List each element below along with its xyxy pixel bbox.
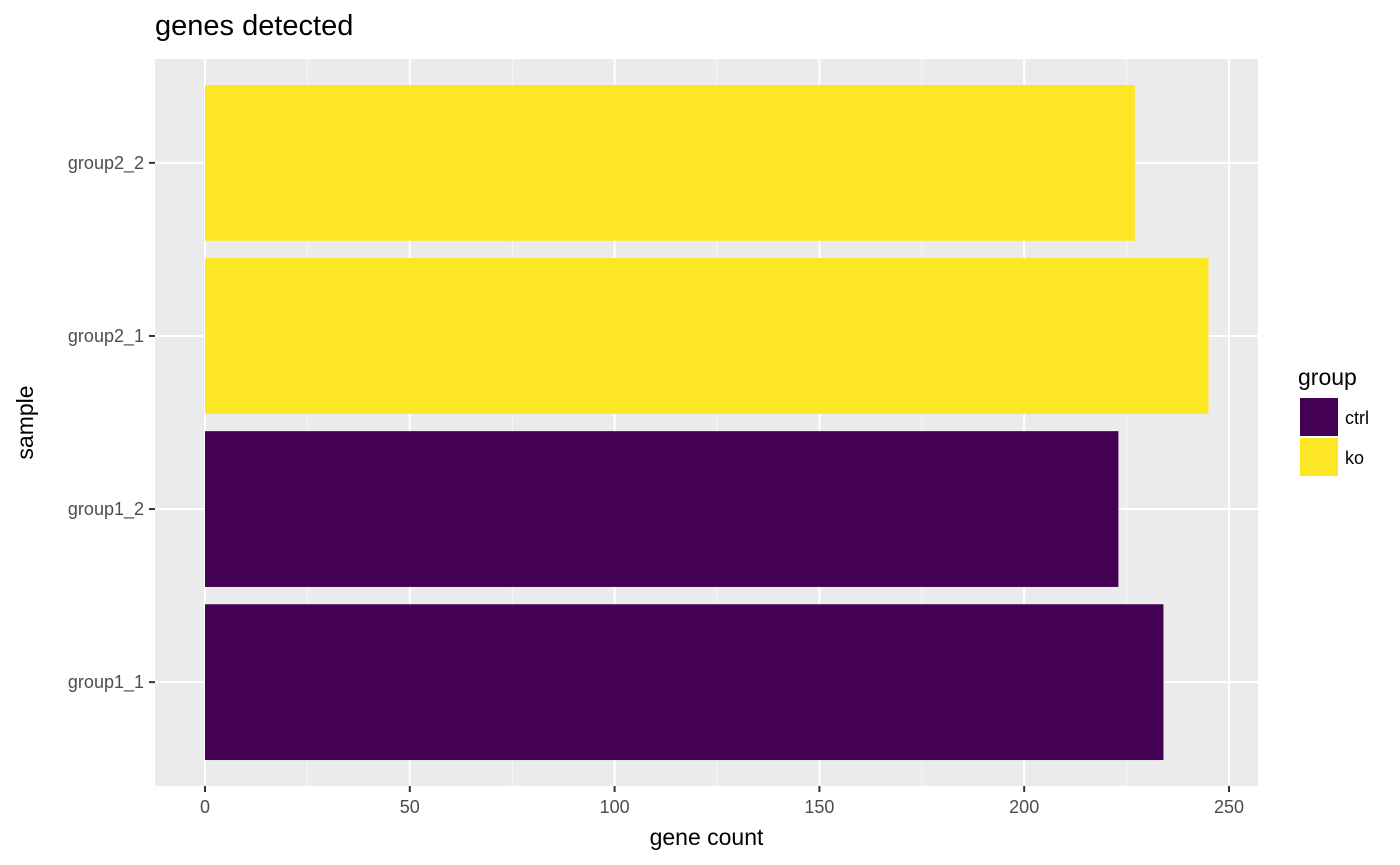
bars [205,84,1209,761]
bar-group1_1 [205,604,1164,761]
bar-group2_2 [205,84,1135,241]
x-tick-label: 250 [1214,797,1244,817]
y-tick-label: group1_2 [68,499,144,520]
legend-title: group [1298,364,1357,390]
legend-key-ko [1300,438,1338,476]
x-tick-label: 150 [804,797,834,817]
y-tick-label: group1_1 [68,672,144,693]
legend-label: ctrl [1345,408,1369,428]
y-axis: group1_1 group1_2 group2_1 group2_2 [68,153,155,693]
x-tick-label: 50 [400,797,420,817]
legend-key-ctrl [1300,398,1338,436]
legend-label: ko [1345,448,1364,468]
bar-group1_2 [205,431,1119,587]
legend: group ctrl ko [1298,364,1369,476]
chart-title: genes detected [155,10,353,42]
y-tick-label: group2_1 [68,326,144,347]
x-axis: 0 50 100 150 200 250 [200,786,1244,817]
bar-group2_1 [205,258,1209,414]
x-tick-label: 200 [1009,797,1039,817]
x-tick-label: 100 [600,797,630,817]
y-tick-label: group2_2 [68,153,144,174]
x-axis-title: gene count [650,824,764,850]
y-axis-title: sample [12,385,38,459]
x-tick-label: 0 [200,797,210,817]
